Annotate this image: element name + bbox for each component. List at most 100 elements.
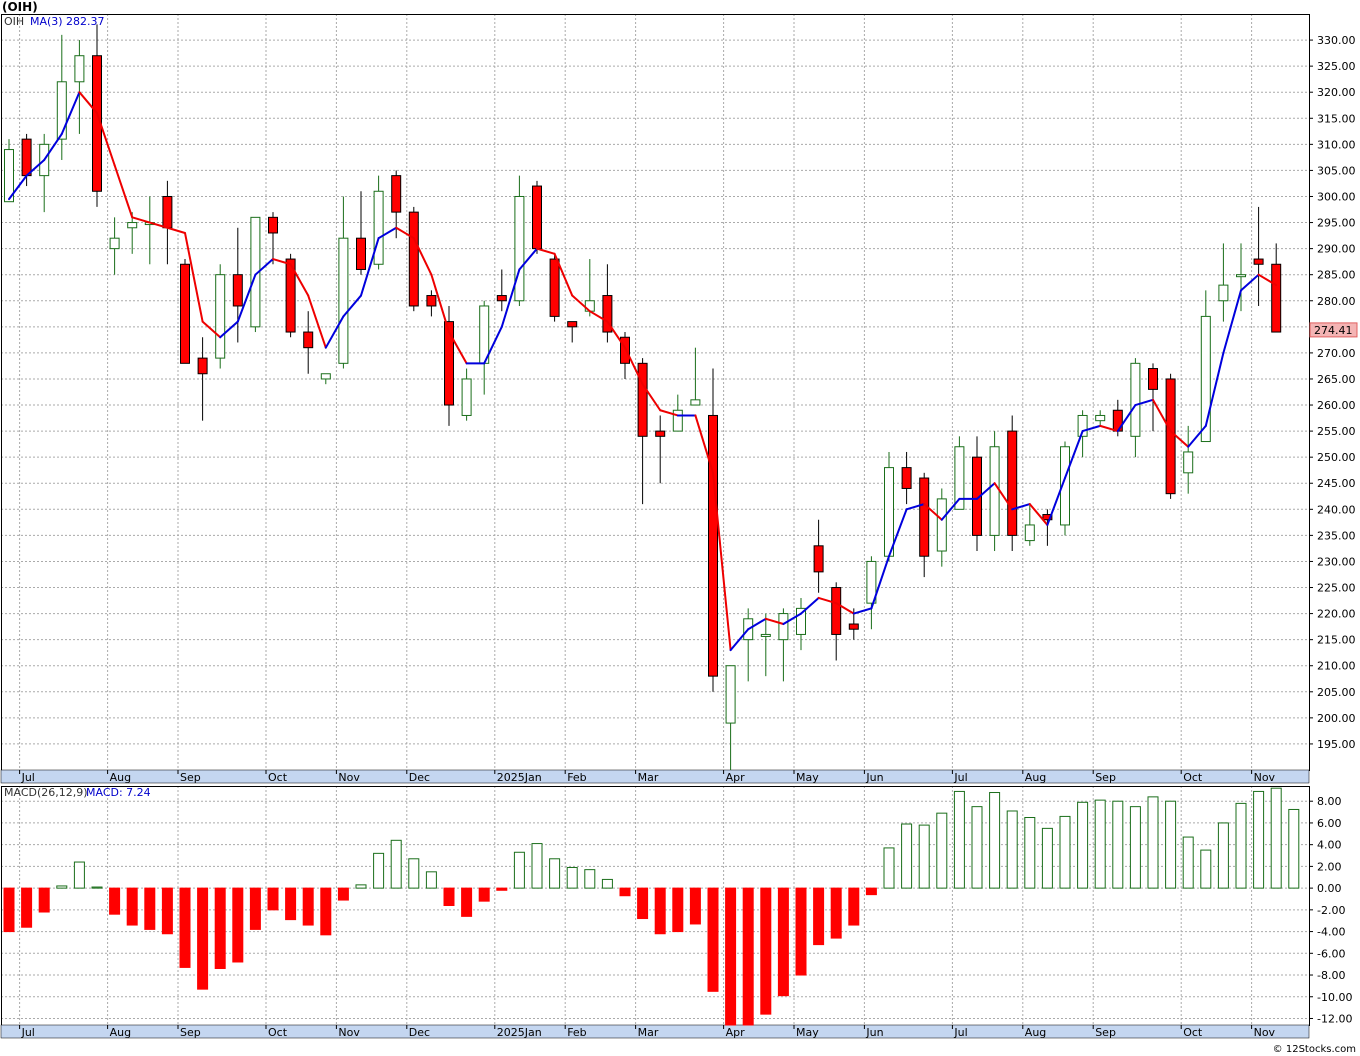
ma3-segment (624, 346, 644, 386)
candle-body (1183, 451, 1194, 474)
ma3-segment (993, 482, 1014, 511)
candle-body (919, 477, 930, 557)
macd-bar (1147, 796, 1159, 889)
candle-body (356, 237, 366, 270)
last-price-marker (1309, 322, 1358, 338)
macd-ytick-label: -6.00 (1317, 947, 1345, 960)
ma3-segment (518, 247, 538, 271)
macd-bar (601, 878, 613, 889)
price-ytick-label: 255.00 (1317, 425, 1356, 438)
macd-ytick-label: -12.00 (1317, 1012, 1352, 1025)
price-ytick-label: 330.00 (1317, 34, 1356, 47)
candle-body (1077, 414, 1088, 437)
ma3-segment (1028, 503, 1049, 526)
candle-body (708, 414, 718, 677)
macd-bar (1165, 800, 1177, 889)
price-x-axis-band (0, 769, 1310, 784)
ma3-segment (307, 294, 327, 349)
candle-body (215, 274, 226, 359)
price-month-label: Nov (338, 771, 360, 784)
macd-bar (302, 887, 314, 926)
macd-bar (390, 839, 402, 889)
price-month-label: May (796, 771, 819, 784)
last-price-label: 274.41 (1314, 324, 1353, 337)
ma3-segment (219, 320, 239, 339)
macd-bar (549, 858, 561, 889)
price-month-label: Jul (953, 771, 967, 784)
candle-body (303, 331, 314, 349)
price-ytick-label: 285.00 (1317, 269, 1356, 282)
macd-bar (373, 852, 385, 889)
price-ytick-label: 280.00 (1317, 295, 1356, 308)
ma3-segment (659, 409, 679, 417)
macd-bar (478, 887, 490, 902)
price-month-label: Oct (1183, 771, 1203, 784)
candle-body (461, 378, 472, 416)
candle-body (567, 321, 578, 328)
macd-ytick-label: 8.00 (1317, 795, 1342, 808)
macd-month-label: Apr (726, 1026, 746, 1039)
ma3-segment (324, 315, 345, 349)
ma3-segment (1257, 273, 1278, 287)
macd-bar (566, 866, 578, 889)
macd-bar (249, 887, 261, 930)
price-ytick-label: 315.00 (1317, 112, 1356, 125)
ma3-segment (817, 596, 838, 605)
candle-body (127, 222, 138, 229)
macd-bar (672, 887, 684, 933)
price-ytick-label: 270.00 (1317, 347, 1356, 360)
ma3-segment (747, 617, 767, 631)
ma3-segment (1081, 424, 1102, 433)
price-ytick-label: 200.00 (1317, 712, 1356, 725)
macd-ytick-label: -8.00 (1317, 969, 1345, 982)
candle-body (866, 560, 877, 604)
macd-bar (38, 887, 50, 913)
macd-bar (813, 887, 825, 946)
legend-ma-value: 282.37 (66, 15, 105, 28)
macd-bar (144, 887, 156, 930)
candle-body (620, 336, 630, 364)
macd-bar (1077, 801, 1089, 889)
candle-body (1253, 258, 1264, 265)
macd-month-label: Feb (567, 1026, 586, 1039)
candle-body (1218, 284, 1229, 302)
candle-body (778, 613, 789, 641)
ma3-segment (360, 237, 380, 297)
price-ytick-label: 245.00 (1317, 477, 1356, 490)
price-ytick-label: 265.00 (1317, 373, 1356, 386)
candle-body (1236, 274, 1246, 278)
price-panel: 195.00 200.00 205.00 210.00 215.00 220.00 225.… (0, 14, 1358, 784)
macd-month-label: Nov (1254, 1026, 1276, 1039)
price-month-label: Sep (1095, 771, 1116, 784)
candle-body (1042, 514, 1053, 521)
ma3-segment (571, 294, 591, 313)
ma3-segment (430, 273, 450, 334)
ma3-segment (254, 258, 274, 276)
macd-bar (742, 887, 754, 1026)
macd-month-label: Sep (1095, 1026, 1116, 1039)
candle-body (901, 467, 912, 489)
candle-body (1200, 315, 1211, 443)
legend-ma-label: MA(3) (30, 15, 63, 28)
candle-body (848, 623, 859, 630)
price-ytick-label: 295.00 (1317, 217, 1356, 230)
macd-ytick-label: 4.00 (1317, 839, 1342, 852)
macd-bar (1006, 810, 1018, 889)
macd-bar (1129, 806, 1141, 889)
macd-bar (1217, 822, 1229, 889)
ma3-segment (395, 226, 415, 240)
candle-body (637, 362, 648, 437)
macd-bar (901, 823, 913, 889)
ma3-segment (1064, 430, 1084, 480)
candle-body (813, 545, 824, 573)
candle-body (954, 446, 965, 510)
macd-month-label: Sep (180, 1026, 201, 1039)
ma3-segment (1011, 503, 1031, 511)
macd-bar (197, 887, 209, 990)
ma3-segment (1152, 398, 1172, 433)
price-ytick-label: 215.00 (1317, 634, 1356, 647)
macd-bar (953, 790, 965, 889)
candle-body (232, 274, 243, 307)
macd-ytick-label: -2.00 (1317, 904, 1345, 917)
ma3-segment (764, 617, 785, 626)
